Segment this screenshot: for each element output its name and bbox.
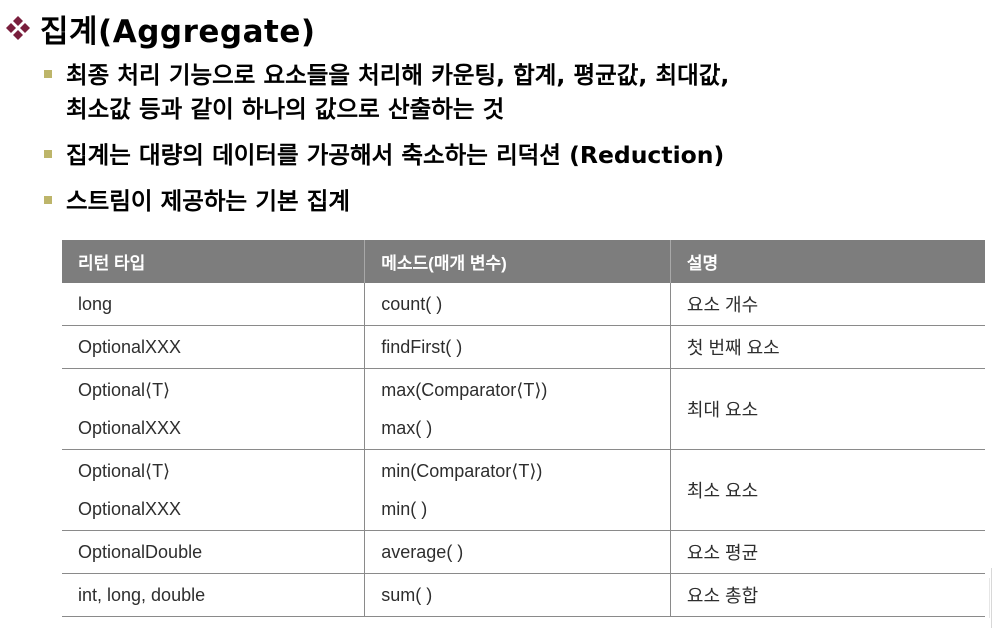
cell-return-type: Optional⟨T⟩ OptionalXXX (62, 449, 365, 531)
cell-description: 요소 개수 (669, 283, 985, 326)
bullet-text: 스트림이 제공하는 기본 집계 (66, 187, 350, 215)
cell-description: 요소 평균 (669, 530, 985, 574)
table-row: Optional⟨T⟩ OptionalXXX max(Comparator⟨T… (62, 368, 985, 450)
bullet-list: 최종 처리 기능으로 요소들을 처리해 카운팅, 합계, 평균값, 최대값, 최… (42, 58, 982, 218)
cell-description: 첫 번째 요소 (669, 325, 985, 369)
method-line: max(Comparator⟨T⟩) (381, 380, 548, 400)
header-description: 설명 (669, 240, 985, 283)
method-line: min(Comparator⟨T⟩) (381, 461, 543, 481)
header-return-type: 리턴 타입 (62, 240, 365, 283)
return-type-line: Optional⟨T⟩ (78, 461, 171, 481)
bullet-item: 스트림이 제공하는 기본 집계 (42, 184, 982, 218)
return-type-line: OptionalXXX (78, 499, 182, 519)
cell-return-type: OptionalDouble (62, 530, 365, 574)
cell-method: count( ) (364, 283, 671, 326)
table-row: long count( ) 요소 개수 (62, 283, 985, 326)
cell-method: average( ) (364, 530, 671, 574)
square-bullet-icon (44, 196, 52, 204)
aggregate-table: 리턴 타입 메소드(매개 변수) 설명 long count( ) 요소 개수 … (62, 240, 985, 617)
cell-method: findFirst( ) (364, 325, 671, 369)
method-line: max( ) (381, 418, 433, 438)
bullet-text: 최소값 등과 같이 하나의 값으로 산출하는 것 (66, 95, 505, 123)
cell-return-type: Optional⟨T⟩ OptionalXXX (62, 368, 365, 450)
cell-return-type: OptionalXXX (62, 325, 365, 369)
square-bullet-icon (44, 150, 52, 158)
table-row: Optional⟨T⟩ OptionalXXX min(Comparator⟨T… (62, 449, 985, 531)
table-row: int, long, double sum( ) 요소 총합 (62, 573, 985, 617)
slide-title: 집계(Aggregate) (40, 13, 316, 50)
cell-return-type: int, long, double (62, 573, 365, 617)
bullet-text: 최종 처리 기능으로 요소들을 처리해 카운팅, 합계, 평균값, 최대값, (66, 61, 730, 89)
cell-description: 요소 총합 (669, 573, 985, 617)
cell-description: 최대 요소 (669, 368, 985, 450)
decorative-edge-icon (989, 568, 992, 628)
table-header-row: 리턴 타입 메소드(매개 변수) 설명 (62, 240, 985, 283)
four-diamond-bullet-icon (6, 16, 30, 40)
cell-method: max(Comparator⟨T⟩) max( ) (364, 368, 671, 450)
cell-method: min(Comparator⟨T⟩) min( ) (364, 449, 671, 531)
square-bullet-icon (44, 70, 52, 78)
bullet-text: 집계는 대량의 데이터를 가공해서 축소하는 리덕션 (Reduction) (66, 141, 725, 169)
cell-return-type: long (62, 283, 365, 326)
method-line: min( ) (381, 499, 428, 519)
table-row: OptionalXXX findFirst( ) 첫 번째 요소 (62, 325, 985, 369)
bullet-item: 최종 처리 기능으로 요소들을 처리해 카운팅, 합계, 평균값, 최대값, 최… (42, 58, 982, 126)
cell-description: 최소 요소 (669, 449, 985, 531)
table-row: OptionalDouble average( ) 요소 평균 (62, 530, 985, 574)
return-type-line: OptionalXXX (78, 418, 182, 438)
return-type-line: Optional⟨T⟩ (78, 380, 171, 400)
bullet-item: 집계는 대량의 데이터를 가공해서 축소하는 리덕션 (Reduction) (42, 138, 982, 172)
title-row: 집계(Aggregate) (4, 4, 316, 52)
header-method: 메소드(매개 변수) (364, 240, 671, 283)
cell-method: sum( ) (364, 573, 671, 617)
